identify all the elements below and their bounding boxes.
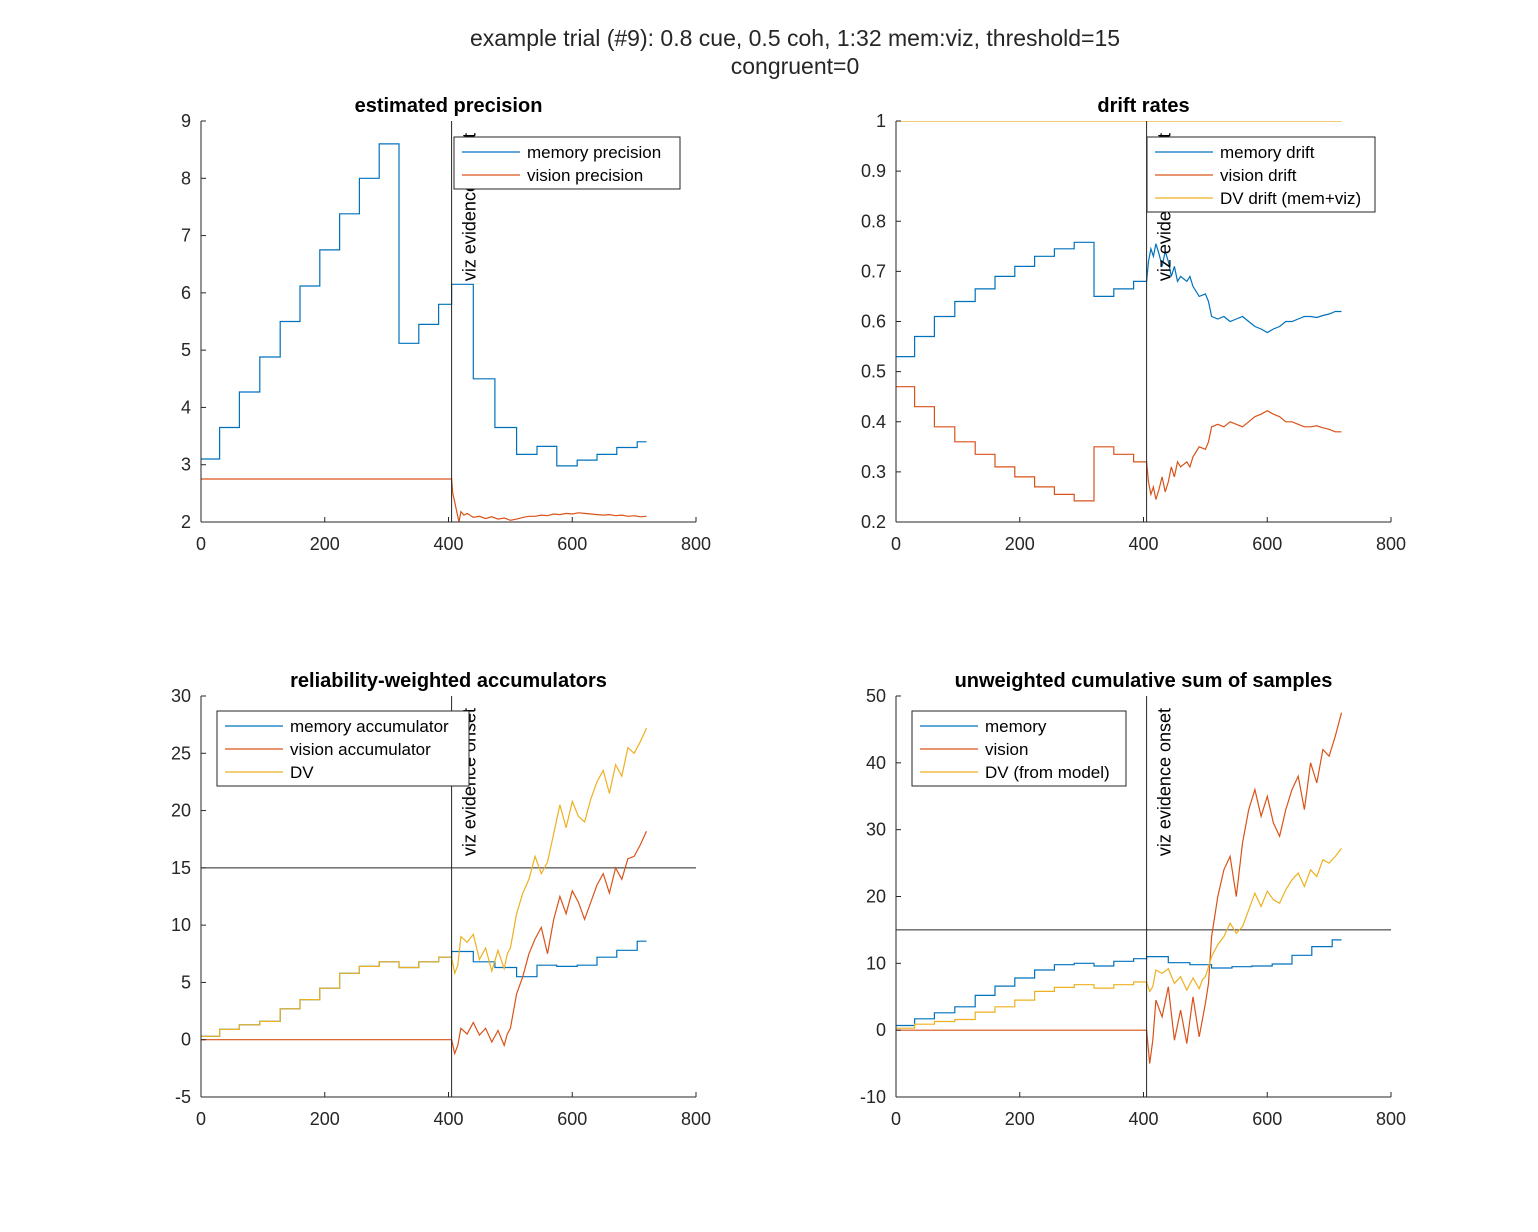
x-tick-label: 800 [681,534,711,554]
y-tick-label: -5 [175,1087,191,1107]
x-tick-label: 600 [1252,534,1282,554]
legend-label-dv: DV [290,763,314,782]
figure-subtitle: congruent=0 [731,53,860,79]
legend-label-vision-precision: vision precision [527,166,643,185]
y-tick-label: 30 [866,820,886,840]
figure-title: example trial (#9): 0.8 cue, 0.5 coh, 1:… [470,25,1120,51]
y-tick-label: 3 [181,455,191,475]
legend: memory accumulator vision accumulator DV [216,710,470,787]
x-tick-label: 800 [1376,534,1406,554]
axis-title: drift rates [1097,95,1189,117]
x-tick-label: 200 [1005,1109,1035,1129]
legend: memory vision DV (from model) [911,710,1127,787]
x-tick-label: 800 [1376,1109,1406,1129]
y-tick-label: 0.7 [861,261,886,281]
x-tick-label: 200 [1005,534,1035,554]
y-tick-label: 0.3 [861,462,886,482]
y-tick-label: 0.5 [861,362,886,382]
x-tick-label: 400 [1128,534,1158,554]
x-tick-label: 0 [891,1109,901,1129]
legend-label-dv-from-model: DV (from model) [985,763,1110,782]
y-tick-label: 5 [181,972,191,992]
x-tick-label: 800 [681,1109,711,1129]
x-tick-label: 0 [891,534,901,554]
series-line-vision-accumulator [201,830,648,1056]
y-tick-label: 7 [181,226,191,246]
x-tick-label: 0 [196,1109,206,1129]
axis-title: estimated precision [355,95,543,117]
y-tick-label: 15 [171,858,191,878]
legend-label-memory: memory [985,717,1047,736]
axis-title: unweighted cumulative sum of samples [955,670,1333,692]
series-line-dv-from-model [896,848,1342,1029]
y-tick-label: 4 [181,397,191,417]
panel-unweighted-cumulative-sum: unweighted cumulative sum of samples viz … [860,670,1406,1129]
series-line-vision-precision [201,478,647,522]
legend-label-memory-precision: memory precision [527,143,661,162]
x-tick-label: 400 [433,1109,463,1129]
y-tick-label: 20 [866,887,886,907]
panel-drift-rates: drift ratesviz evidence onset02004006008… [861,95,1406,554]
series-group [896,712,1343,1064]
y-tick-label: 40 [866,753,886,773]
y-tick-label: 2 [181,512,191,532]
y-tick-label: 1 [876,111,886,131]
viz-onset-label: viz evidence onset [1155,708,1175,856]
y-tick-label: 0.6 [861,312,886,332]
legend-label-memory-drift: memory drift [1220,143,1315,162]
y-tick-label: 0 [181,1030,191,1050]
series-group [201,143,647,522]
legend: memory drift vision drift DV drift (mem+vi… [1146,136,1376,213]
x-tick-label: 600 [557,1109,587,1129]
y-tick-label: 0.2 [861,512,886,532]
x-tick-label: 400 [433,534,463,554]
series-group [896,121,1342,502]
legend-label-dv-drift-mem-viz: DV drift (mem+viz) [1220,189,1361,208]
y-tick-label: 6 [181,283,191,303]
y-tick-label: 20 [171,801,191,821]
y-tick-label: 10 [171,915,191,935]
x-tick-label: 200 [310,1109,340,1129]
y-tick-label: 0.9 [861,161,886,181]
series-line-dv [201,727,648,1037]
x-tick-label: 200 [310,534,340,554]
y-tick-label: 25 [171,743,191,763]
y-tick-label: 5 [181,340,191,360]
legend-label-vision-accumulator: vision accumulator [290,740,431,759]
axis-title: reliability-weighted accumulators [290,670,607,692]
y-tick-label: 0.4 [861,412,886,432]
series-group [201,727,648,1056]
y-tick-label: 50 [866,686,886,706]
y-tick-label: 10 [866,953,886,973]
y-tick-label: 8 [181,168,191,188]
series-line-vision-drift [896,386,1342,502]
y-tick-label: 0.8 [861,211,886,231]
y-tick-label: 30 [171,686,191,706]
x-tick-label: 600 [557,534,587,554]
series-line-memory-precision [201,143,647,467]
legend: memory precision vision precision [453,136,681,190]
x-tick-label: 400 [1128,1109,1158,1129]
legend-box [453,136,681,190]
x-tick-label: 0 [196,534,206,554]
y-tick-label: 0 [876,1020,886,1040]
y-tick-label: -10 [860,1087,886,1107]
legend-label-vision: vision [985,740,1028,759]
series-line-memory [896,939,1342,1027]
series-line-memory-drift [896,241,1342,358]
series-line-vision [896,712,1343,1064]
y-tick-label: 9 [181,111,191,131]
legend-label-vision-drift: vision drift [1220,166,1297,185]
x-tick-label: 600 [1252,1109,1282,1129]
legend-label-memory-accumulator: memory accumulator [290,717,449,736]
